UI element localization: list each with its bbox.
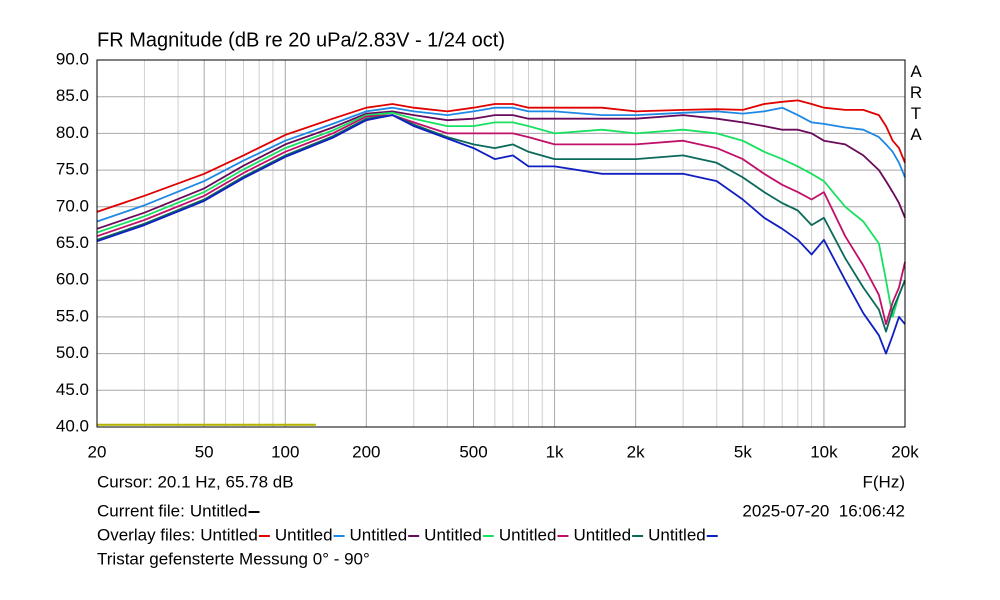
note: Tristar gefensterte Messung 0° - 90° — [97, 549, 370, 568]
cursor-readout: Cursor: 20.1 Hz, 65.78 dB — [97, 472, 294, 491]
series-line — [96, 114, 906, 326]
brand: ARTA — [907, 62, 926, 146]
series-line — [96, 114, 906, 355]
legend-label: Overlay files: — [97, 525, 195, 544]
y-tick-label: 70.0 — [56, 196, 89, 215]
legend-entry: Untitled — [200, 525, 258, 544]
legend-entry: Untitled — [350, 525, 408, 544]
y-tick-label: 50.0 — [56, 343, 89, 362]
series-line — [96, 99, 906, 213]
y-tick-label: 40.0 — [56, 416, 89, 435]
chart-title: FR Magnitude (dB re 20 uPa/2.83V - 1/24 … — [97, 29, 505, 51]
plot-frame — [96, 59, 906, 428]
x-tick-label: 200 — [352, 442, 380, 461]
y-tick-label: 65.0 — [56, 233, 89, 252]
legend-entry: Untitled — [424, 525, 482, 544]
x-tick-label: 20 — [88, 442, 107, 461]
x-tick-label: 100 — [271, 442, 299, 461]
x-tick-label: 50 — [195, 442, 214, 461]
y-tick-label: 55.0 — [56, 306, 89, 325]
y-tick-label: 60.0 — [56, 270, 89, 289]
x-tick-label: 10k — [810, 442, 838, 461]
legend-entry: Untitled — [190, 501, 248, 520]
y-tick-label: 90.0 — [56, 49, 89, 68]
legend-entry: Untitled — [648, 525, 706, 544]
y-tick-label: 45.0 — [56, 380, 89, 399]
series-line — [96, 111, 906, 318]
series-line — [96, 110, 906, 230]
y-tick-label: 80.0 — [56, 123, 89, 142]
legend-entry: Untitled — [275, 525, 333, 544]
x-tick-label: 20k — [891, 442, 919, 461]
x-tick-label: 5k — [734, 442, 752, 461]
legend-label: Current file: — [97, 501, 185, 520]
x-axis-label: F(Hz) — [863, 472, 905, 491]
y-tick-label: 85.0 — [56, 86, 89, 105]
legend-entry: Untitled — [499, 525, 557, 544]
series-line — [96, 114, 906, 333]
x-tick-label: 500 — [459, 442, 487, 461]
legend-entry: Untitled — [573, 525, 631, 544]
timestamp: 2025-07-20 16:06:42 — [742, 501, 905, 520]
x-tick-label: 1k — [546, 442, 564, 461]
series-line — [96, 106, 906, 223]
x-tick-label: 2k — [627, 442, 645, 461]
y-tick-label: 75.0 — [56, 160, 89, 179]
